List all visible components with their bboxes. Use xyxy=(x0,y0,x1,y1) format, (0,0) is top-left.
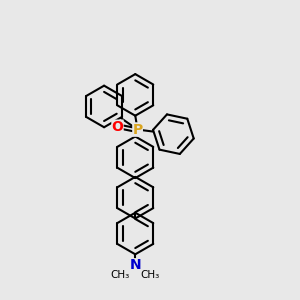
Text: CH₃: CH₃ xyxy=(141,270,160,280)
Text: O: O xyxy=(112,120,123,134)
Text: CH₃: CH₃ xyxy=(111,270,130,280)
Text: N: N xyxy=(130,258,141,272)
Text: P: P xyxy=(133,123,143,136)
